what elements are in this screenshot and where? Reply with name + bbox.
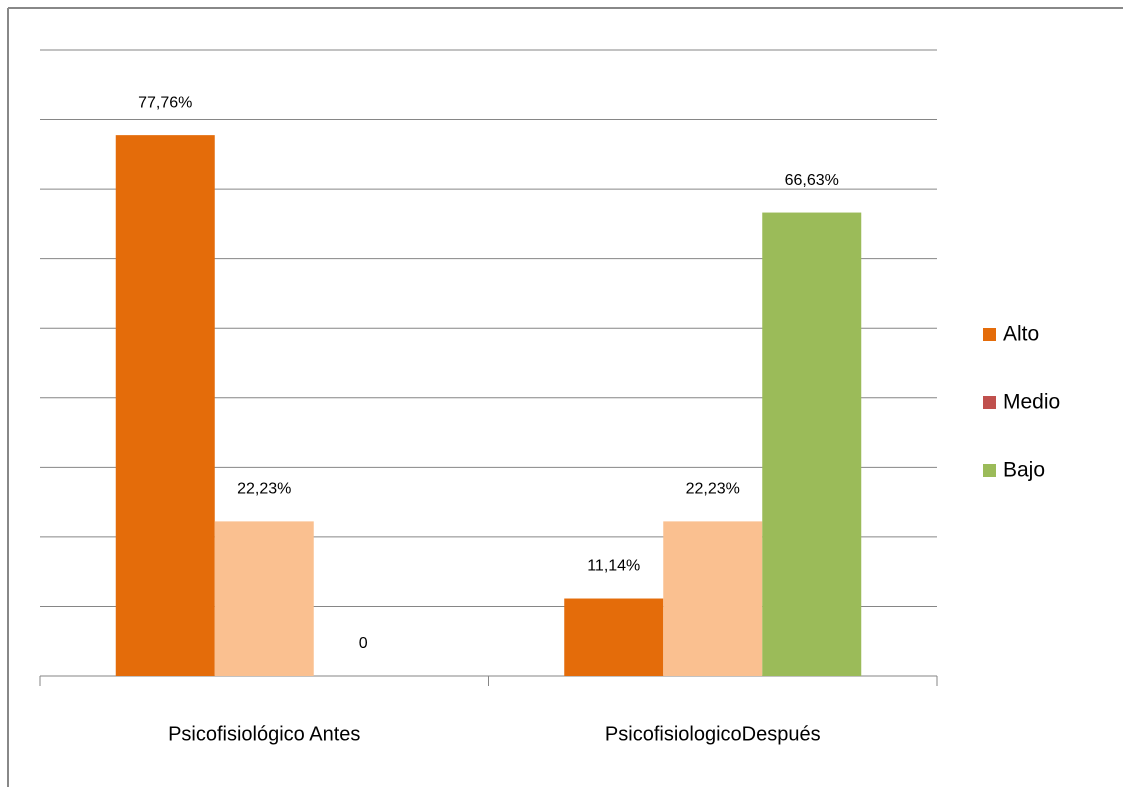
legend-label: Medio	[1003, 391, 1060, 414]
bar	[663, 521, 763, 676]
bar	[115, 135, 215, 677]
x-tick-label: Psicofisiológico Antes	[168, 723, 360, 745]
bar	[564, 598, 664, 676]
legend-swatch	[983, 328, 996, 341]
legend-label: Alto	[1003, 323, 1039, 346]
bar	[762, 212, 862, 676]
data-label: 22,23%	[237, 481, 291, 498]
legend-swatch	[983, 464, 996, 477]
data-label: 11,14%	[587, 558, 640, 575]
data-label: 77,76%	[138, 94, 192, 111]
legend-label: Bajo	[1003, 459, 1045, 482]
x-tick-label: PsicofisiologicoDespués	[605, 723, 821, 745]
legend-swatch	[983, 396, 996, 409]
data-label: 22,23%	[686, 481, 740, 498]
data-label: 0	[359, 635, 368, 652]
data-label: 66,63%	[785, 172, 839, 189]
bar	[214, 521, 314, 676]
